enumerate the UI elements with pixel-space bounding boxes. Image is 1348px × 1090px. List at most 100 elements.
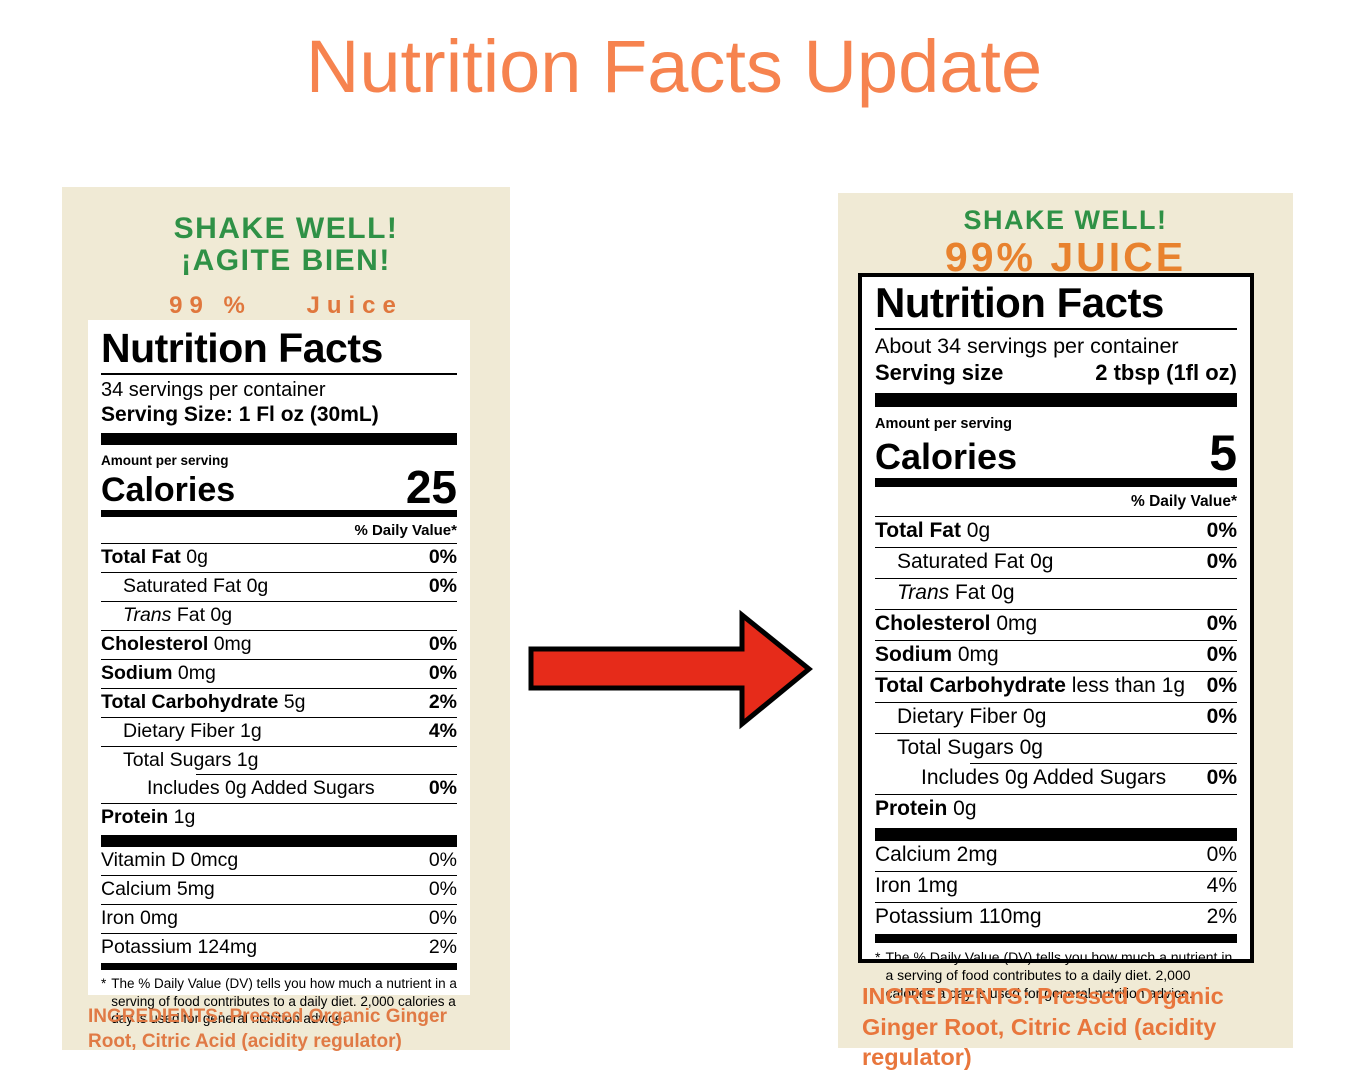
nutrient-dv: 0% (1206, 843, 1237, 866)
nutrient-label: Total Fat 0g (875, 519, 991, 542)
ingredients-text: INGREDIENTS: Pressed Organic Ginger Root… (88, 1006, 447, 1052)
juice-percent-text: 99 % Juice (169, 291, 403, 319)
divider-bar (875, 393, 1237, 407)
daily-value-footnote: * The % Daily Value (DV) tells you how m… (875, 948, 1233, 1001)
nutrient-row: Total Fat 0g 0% (101, 544, 457, 574)
nutrient-row: Sodium 0mg 0% (101, 660, 457, 690)
shake-well-text: SHAKE WELL! ¡AGITE BIEN! (173, 212, 399, 278)
nutrient-dv: 0% (1206, 519, 1237, 542)
nutrient-dv: 0% (1206, 705, 1237, 728)
amount-per-serving: Amount per serving (875, 416, 1012, 432)
divider-bar (101, 510, 457, 518)
daily-value-header: % Daily Value* (101, 517, 457, 545)
nutrient-label: Trans Fat 0g (897, 581, 1015, 604)
calories-row: Calories 5 (875, 425, 1237, 481)
nutrient-label: Total Fat 0g (101, 546, 208, 569)
nutrient-dv: 0% (428, 878, 457, 901)
micronutrient-row: Vitamin D 0mcg 0% (101, 847, 457, 877)
nutrient-label: Protein 0g (875, 797, 977, 820)
nutrient-row: Includes 0g Added Sugars 0% (875, 764, 1237, 795)
nutrient-row: Total Carbohydrate 5g 2% (101, 689, 457, 719)
nutrient-row: Total Carbohydrate less than 1g 0% (875, 672, 1237, 703)
nutrient-row: Protein 1g (101, 804, 457, 832)
panel-title: Nutrition Facts (875, 282, 1237, 330)
nutrient-label: Saturated Fat 0g (897, 550, 1054, 573)
nutrient-dv: 0% (428, 907, 457, 930)
micronutrient-row: Calcium 5mg 0% (101, 876, 457, 906)
micronutrient-row: Iron 0mg 0% (101, 905, 457, 935)
nutrient-row: Trans Fat 0g (101, 602, 457, 632)
nutrient-label: Total Carbohydrate 5g (101, 691, 306, 714)
nutrient-label: Sodium 0mg (875, 643, 999, 666)
divider-bar (101, 835, 457, 848)
nutrient-label: Dietary Fiber 0g (897, 705, 1047, 728)
nutrient-dv: 4% (428, 720, 457, 743)
nutrient-dv: 2% (428, 691, 457, 714)
nutrient-label: Potassium 110mg (875, 905, 1042, 928)
nutrient-row: Dietary Fiber 1g 4% (101, 718, 457, 748)
nutrient-label: Potassium 124mg (101, 936, 258, 959)
old-label-card: SHAKE WELL! ¡AGITE BIEN! 99 % Juice Nutri… (62, 187, 510, 1052)
nutrient-dv: 0% (1206, 550, 1237, 573)
update-arrow-icon (525, 608, 815, 730)
nutrient-row: Saturated Fat 0g 0% (875, 548, 1237, 579)
nutrient-row: Protein 0g (875, 795, 1237, 825)
nutrient-label: Includes 0g Added Sugars (921, 766, 1167, 789)
nutrient-row: Cholesterol 0mg 0% (875, 610, 1237, 641)
calories-label: Calories (875, 435, 1018, 477)
nutrient-label: Cholesterol 0mg (101, 633, 252, 656)
shake-well-text: SHAKE WELL! (963, 205, 1168, 235)
nutrient-dv: 0% (1206, 612, 1237, 635)
nutrient-row: Trans Fat 0g (875, 579, 1237, 610)
servings-per-container: About 34 servings per container (875, 334, 1179, 358)
new-label-card: SHAKE WELL! 99% JUICE Nutrition Facts Ab… (838, 193, 1293, 1070)
nutrient-row: Total Sugars 0g (875, 734, 1237, 764)
divider-bar (101, 963, 457, 971)
micronutrient-row: Potassium 110mg 2% (875, 903, 1237, 933)
page-title: Nutrition Facts Update (305, 25, 1043, 108)
nutrient-dv: 0% (428, 662, 457, 685)
nutrient-dv: 0% (428, 633, 457, 656)
daily-value-header: % Daily Value* (875, 487, 1237, 517)
daily-value-footnote: * The % Daily Value (DV) tells you how m… (101, 976, 457, 1027)
divider-bar (875, 477, 1237, 487)
nutrient-dv: 0% (1206, 766, 1237, 789)
nutrient-dv: 0% (428, 546, 457, 569)
panel-title: Nutrition Facts (101, 328, 457, 375)
nutrient-label: Saturated Fat 0g (123, 575, 269, 598)
nutrient-label: Total Sugars 1g (123, 749, 259, 772)
nutrient-label: Total Carbohydrate less than 1g (875, 674, 1186, 697)
micronutrient-row: Iron 1mg 4% (875, 872, 1237, 903)
nutrient-label: Sodium 0mg (101, 662, 216, 685)
nutrition-facts-panel-old: Nutrition Facts 34 servings per containe… (88, 320, 470, 1026)
calories-value: 5 (1209, 425, 1237, 481)
divider-bar (101, 433, 457, 445)
micronutrient-row: Calcium 2mg 0% (875, 841, 1237, 872)
amount-per-serving: Amount per serving (101, 453, 229, 468)
calories-row: Calories 25 (101, 461, 457, 513)
calories-value: 25 (405, 461, 457, 513)
nutrient-dv: 2% (1206, 905, 1237, 928)
nutrient-row: Total Fat 0g 0% (875, 517, 1237, 548)
nutrient-dv: 2% (428, 936, 457, 959)
nutrient-row: Total Sugars 1g (101, 747, 457, 776)
micronutrient-row: Potassium 124mg 2% (101, 934, 457, 962)
nutrient-dv: 0% (428, 849, 457, 872)
nutrient-label: Trans Fat 0g (123, 604, 233, 627)
serving-size-label: Serving size (875, 360, 1004, 385)
nutrient-label: Includes 0g Added Sugars (147, 777, 375, 800)
nutrient-row: Includes 0g Added Sugars 0% (101, 775, 457, 805)
nutrient-dv: 0% (1206, 643, 1237, 666)
nutrient-label: Iron 0mg (101, 907, 178, 930)
nutrient-dv: 0% (428, 777, 457, 800)
nutrient-row: Sodium 0mg 0% (875, 641, 1237, 672)
ingredients-text: INGREDIENTS: Pressed Organic Ginger Root… (862, 983, 1224, 1071)
nutrient-row: Cholesterol 0mg 0% (101, 631, 457, 661)
nutrient-label: Iron 1mg (875, 874, 958, 897)
nutrient-label: Dietary Fiber 1g (123, 720, 262, 743)
serving-size-value: 2 tbsp (1fl oz) (1095, 360, 1237, 385)
divider-bar (875, 933, 1237, 943)
nutrient-row: Saturated Fat 0g 0% (101, 573, 457, 603)
servings-per-container: 34 servings per container (101, 379, 326, 401)
nutrient-row: Dietary Fiber 0g 0% (875, 703, 1237, 734)
